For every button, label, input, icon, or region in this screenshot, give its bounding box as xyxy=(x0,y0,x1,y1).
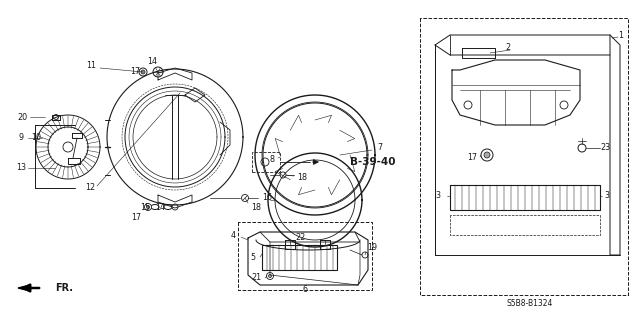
Bar xyxy=(262,245,337,270)
Circle shape xyxy=(269,275,271,278)
Text: S5B8-B1324: S5B8-B1324 xyxy=(507,299,553,308)
Text: 17: 17 xyxy=(131,212,141,221)
Circle shape xyxy=(464,101,472,109)
Text: 9: 9 xyxy=(19,133,24,143)
Circle shape xyxy=(147,205,150,209)
Text: 19: 19 xyxy=(367,243,377,253)
Text: 16: 16 xyxy=(262,194,272,203)
Ellipse shape xyxy=(164,204,172,210)
Text: 14: 14 xyxy=(147,57,157,66)
Text: 18: 18 xyxy=(251,204,261,212)
Circle shape xyxy=(172,204,178,210)
Polygon shape xyxy=(18,285,30,291)
Text: 7: 7 xyxy=(378,144,383,152)
Text: 10: 10 xyxy=(31,133,41,143)
Text: 18: 18 xyxy=(297,174,307,182)
Text: 12: 12 xyxy=(85,183,95,192)
Text: 15: 15 xyxy=(140,204,150,212)
Text: 1: 1 xyxy=(618,31,623,40)
Circle shape xyxy=(241,195,248,202)
Circle shape xyxy=(481,149,493,161)
Text: B-39-40: B-39-40 xyxy=(350,157,396,167)
Text: 20: 20 xyxy=(17,113,27,122)
Text: 3: 3 xyxy=(605,191,609,201)
Text: 23: 23 xyxy=(600,144,610,152)
Circle shape xyxy=(280,172,286,178)
Circle shape xyxy=(560,101,568,109)
Text: 11: 11 xyxy=(86,61,96,70)
Text: 22: 22 xyxy=(295,234,305,242)
Text: 5: 5 xyxy=(250,254,255,263)
Circle shape xyxy=(362,252,368,258)
Circle shape xyxy=(578,144,586,152)
Text: 4: 4 xyxy=(230,231,236,240)
Text: 14: 14 xyxy=(155,204,165,212)
Text: 8: 8 xyxy=(269,155,275,165)
Circle shape xyxy=(266,272,273,279)
Circle shape xyxy=(54,115,58,120)
Bar xyxy=(252,152,280,172)
Text: FR.: FR. xyxy=(55,283,73,293)
Circle shape xyxy=(145,204,152,211)
Text: 17: 17 xyxy=(130,68,140,77)
Circle shape xyxy=(484,152,490,158)
Circle shape xyxy=(139,68,147,76)
Text: 17: 17 xyxy=(467,153,477,162)
Text: 3: 3 xyxy=(435,191,440,201)
Circle shape xyxy=(153,67,163,77)
Text: 13: 13 xyxy=(16,164,26,173)
Text: 21: 21 xyxy=(251,273,261,283)
Circle shape xyxy=(261,158,269,166)
Text: 6: 6 xyxy=(303,286,307,294)
Circle shape xyxy=(141,70,145,74)
Ellipse shape xyxy=(151,204,159,210)
Circle shape xyxy=(63,142,73,152)
Text: 2: 2 xyxy=(506,43,511,53)
